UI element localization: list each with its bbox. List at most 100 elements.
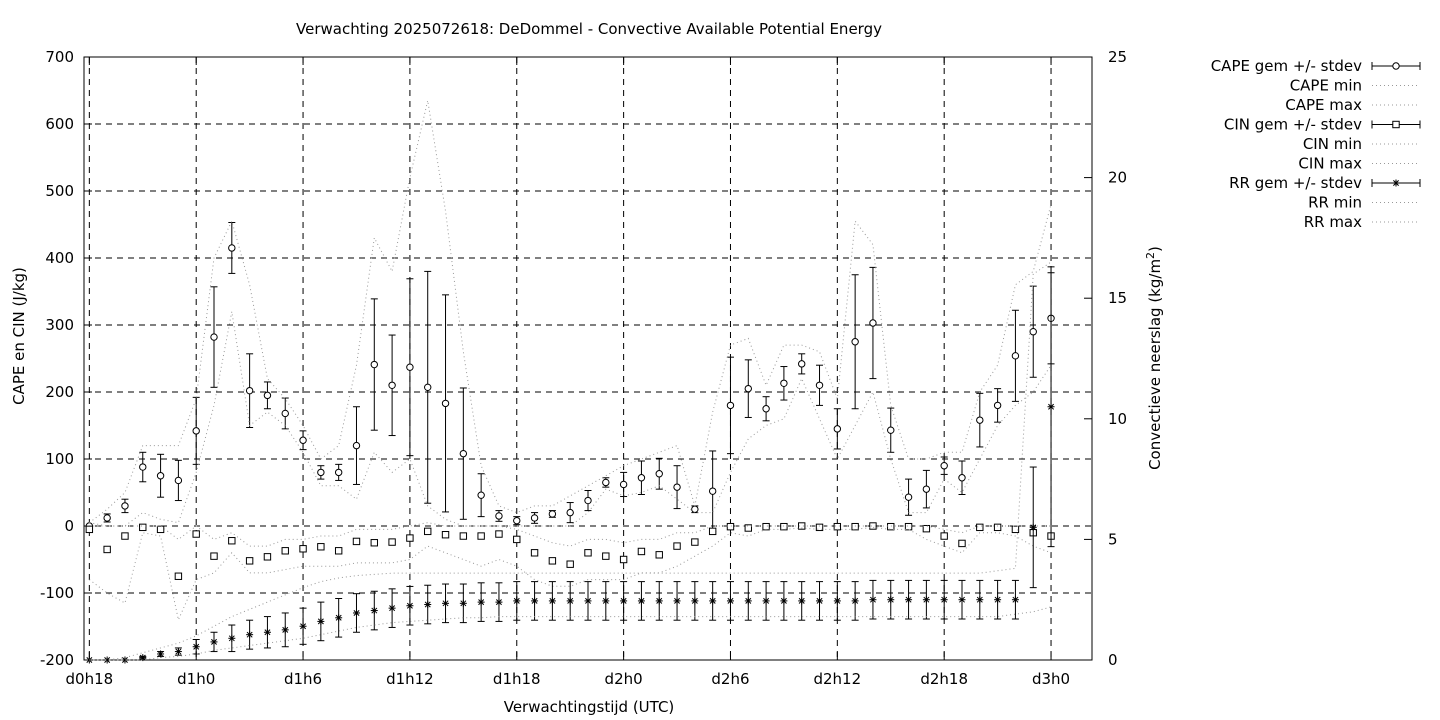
star-stroke [834, 597, 841, 604]
data-point-square [263, 553, 272, 561]
legend-label: CIN max [1298, 155, 1362, 173]
data-point-circle [708, 487, 717, 495]
data-point-circle [940, 462, 948, 470]
data-point-circle [513, 516, 521, 525]
data-point-square [815, 523, 824, 532]
y2-axis-label-main: Convectieve neerslag (kg/m [1146, 259, 1164, 470]
data-point-square [192, 530, 200, 538]
data-point-circle [388, 381, 396, 389]
data-point-circle [121, 502, 129, 510]
legend-label: CAPE gem +/- stdev [1211, 57, 1362, 75]
y2-axis-label-end: ) [1146, 246, 1164, 252]
data-point-square [940, 532, 948, 540]
data-point-circle [780, 379, 788, 387]
data-point-star [192, 643, 200, 651]
data-point-square [228, 537, 236, 545]
axis-ticks: -200 -100 0 100 200 300 400 500 600 700 0 5 10 15 20 25… [40, 48, 1127, 688]
data-point-square [780, 522, 788, 531]
data-point-square [726, 522, 735, 531]
legend-label: CAPE min [1290, 77, 1362, 95]
data-point-square [922, 524, 931, 533]
data-point-square [833, 522, 842, 531]
data-point-circle [1029, 328, 1037, 336]
data-point-star [388, 604, 396, 612]
data-point-star [513, 597, 521, 605]
data-point-square [459, 532, 468, 540]
data-point-circle [637, 474, 646, 482]
data-point-square [352, 537, 361, 546]
data-point-square [602, 552, 610, 560]
series-cape-min [89, 311, 1052, 527]
y-tick-label: 400 [45, 249, 74, 267]
star-stroke [228, 635, 235, 642]
data-point-square [388, 538, 396, 546]
star-stroke [1030, 524, 1037, 531]
series-rr-max [89, 261, 1052, 661]
y2-axis-label-superscript: 2 [1144, 252, 1157, 259]
legend-label: RR min [1308, 194, 1362, 212]
data-point-circle [334, 468, 343, 477]
data-point-square [584, 549, 592, 557]
data-point-circle [922, 485, 931, 493]
data-point-circle [958, 474, 966, 482]
data-point-star [851, 597, 859, 605]
data-point-star [922, 596, 930, 604]
data-point-circle [619, 480, 628, 489]
star-stroke [763, 597, 770, 604]
data-point-square [691, 538, 699, 546]
series-rr-min [89, 606, 1052, 661]
data-point-square [869, 522, 877, 530]
data-point-star [976, 596, 984, 604]
data-point-square [655, 551, 663, 559]
legend-label: CAPE max [1285, 96, 1362, 114]
data-point-star [958, 596, 966, 604]
data-point-square [548, 557, 557, 565]
data-point-star [584, 597, 592, 605]
data-point-star [228, 634, 236, 642]
data-point-square [904, 522, 913, 531]
x-tick-label: d1h18 [493, 670, 541, 688]
y-tick-label: 300 [45, 316, 74, 334]
data-point-square [334, 547, 343, 555]
x-tick-label: d1h0 [177, 670, 215, 688]
data-point-square [139, 523, 147, 532]
data-point-circle [584, 496, 592, 505]
data-point-circle [762, 405, 770, 413]
data-point-square [156, 525, 165, 534]
data-point-circle [655, 470, 663, 478]
data-point-circle [815, 381, 824, 389]
star-stroke [317, 618, 324, 625]
legend-label: CIN min [1303, 135, 1362, 153]
legend-item: RR max [1304, 213, 1420, 231]
data-point-star [762, 597, 770, 605]
data-point-square [317, 543, 325, 551]
star-stroke [211, 638, 217, 645]
legend-item: RR gem +/- stdev [1229, 174, 1421, 192]
star-stroke [798, 597, 805, 604]
x-tick-label: d1h12 [386, 670, 434, 688]
y-tick-label: 100 [45, 450, 74, 468]
star-stroke [816, 597, 823, 604]
y2-tick-label: 10 [1108, 410, 1127, 428]
data-point-circle [370, 360, 378, 369]
data-point-square [441, 531, 450, 539]
data-point-star [442, 599, 450, 607]
star-stroke [620, 597, 627, 604]
data-point-circle [441, 399, 450, 408]
grid [84, 57, 1092, 660]
star-stroke [887, 596, 894, 603]
data-point-star [495, 598, 503, 606]
data-point-circle [174, 476, 183, 485]
data-point-star [352, 609, 360, 617]
legend-item: CIN max [1298, 155, 1420, 173]
data-point-star [744, 597, 752, 605]
star-stroke [941, 596, 948, 603]
data-point-circle [1011, 352, 1020, 360]
data-point-circle [602, 478, 610, 487]
star-stroke [1012, 596, 1019, 603]
star-stroke [674, 597, 681, 604]
legend-item: CAPE max [1285, 96, 1420, 114]
star-stroke [406, 602, 413, 609]
data-point-star [780, 597, 788, 605]
